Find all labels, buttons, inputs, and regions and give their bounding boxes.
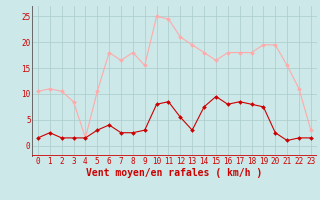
X-axis label: Vent moyen/en rafales ( km/h ): Vent moyen/en rafales ( km/h ) [86,168,262,178]
